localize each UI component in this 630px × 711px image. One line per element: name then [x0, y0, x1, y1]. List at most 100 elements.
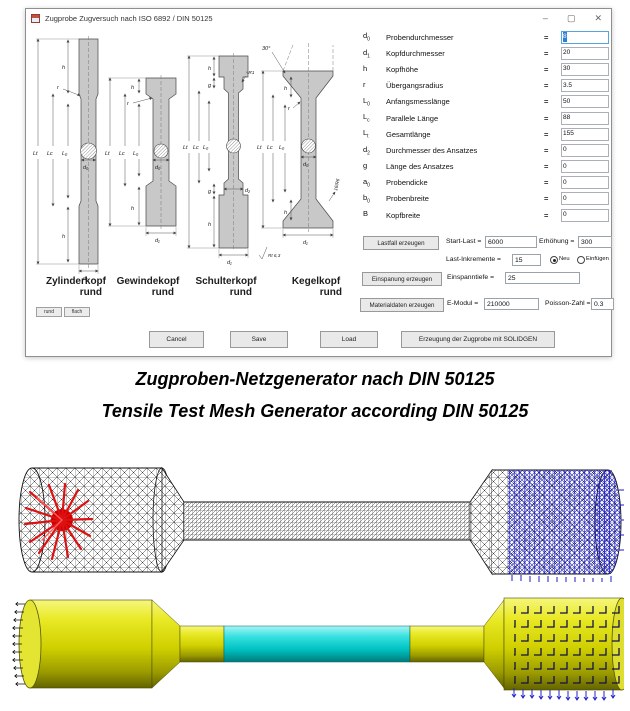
increase-input[interactable]: 300: [578, 236, 612, 248]
start-load-input[interactable]: 6000: [485, 236, 537, 248]
window-title: Zugprobe Zugversuch nach ISO 6892 / DIN …: [45, 13, 213, 23]
parameter-row: h Kopfhöhe = 30: [363, 61, 609, 77]
svg-text:Lt: Lt: [183, 145, 188, 151]
equals-sign: =: [544, 113, 549, 123]
svg-text:d₁: d₁: [227, 260, 232, 266]
equals-sign: =: [544, 48, 549, 58]
svg-text:Rt 6,3: Rt 6,3: [268, 253, 281, 258]
svg-text:g: g: [208, 189, 212, 195]
parameter-row: L0 Anfangsmesslänge = 50: [363, 94, 609, 110]
parameter-label: Durchmesser des Ansatzes: [386, 145, 478, 155]
svg-text:h: h: [208, 66, 211, 72]
parameter-symbol: Lt: [363, 128, 369, 140]
svg-text:d₁: d₁: [83, 276, 88, 282]
input-l0[interactable]: 50: [561, 95, 609, 109]
boundary-marks-blue: [508, 470, 612, 574]
create-material-button[interactable]: Materialdaten erzeugen: [360, 298, 444, 312]
input-r[interactable]: 3.5: [561, 79, 609, 93]
gauge-section-cyan: [223, 625, 411, 663]
svg-text:≈R1: ≈R1: [246, 70, 255, 75]
solid-right-head: [503, 597, 624, 701]
svg-text:r: r: [127, 101, 130, 107]
input-d2[interactable]: 0: [561, 143, 609, 157]
caption-schulterkopf: Schulterkopf rund: [195, 276, 257, 298]
parameter-list: d0 Probendurchmesser = 8 d1 Kopfdurchmes…: [363, 29, 609, 223]
generate-solidgen-button[interactable]: Erzeugung der Zugprobe mit SOLIDGEN: [401, 331, 555, 348]
increments-label: Last-Inkremente =: [446, 256, 501, 263]
clamp-depth-input[interactable]: 25: [505, 272, 580, 284]
parameter-label: Probendurchmesser: [386, 32, 454, 42]
svg-text:L₀: L₀: [203, 145, 209, 151]
equals-sign: =: [544, 178, 549, 188]
input-h[interactable]: 30: [561, 62, 609, 76]
start-load-label: Start-Last =: [446, 238, 482, 245]
parameter-label: Kopfdurchmesser: [386, 48, 445, 58]
equals-sign: =: [544, 162, 549, 172]
maximize-button[interactable]: ▢: [566, 12, 576, 23]
svg-text:d₁: d₁: [303, 240, 308, 246]
fixation-marks: [514, 604, 620, 686]
poisson-input[interactable]: 0.3: [591, 298, 614, 310]
mesh-shaft: [161, 466, 493, 576]
input-lc[interactable]: 88: [561, 111, 609, 125]
caption-zylinderkopf: Zylinderkopf rund: [45, 276, 106, 298]
bc-arrows-blue: [511, 688, 616, 701]
parameter-symbol: h: [363, 63, 368, 73]
drawing-zylinderkopf: Lt Lc L₀ h h r d₀ d₁: [33, 36, 99, 282]
parameter-symbol: b0: [363, 193, 370, 205]
cancel-button[interactable]: Cancel: [149, 331, 204, 348]
parameter-symbol: B: [363, 209, 369, 219]
clamp-depth-label: Einspanntiefe =: [447, 274, 495, 281]
parameter-row: Lc Parallele Länge = 88: [363, 110, 609, 126]
flach-button[interactable]: flach: [64, 307, 90, 317]
svg-text:Lt: Lt: [257, 145, 262, 151]
input-a0[interactable]: 0: [561, 176, 609, 190]
svg-text:h: h: [131, 206, 134, 212]
input-lt[interactable]: 155: [561, 127, 609, 141]
svg-text:Lt: Lt: [105, 151, 110, 157]
parameter-label: Länge des Ansatzes: [386, 162, 454, 172]
equals-sign: =: [544, 194, 549, 204]
svg-text:d₀: d₀: [155, 165, 161, 171]
parameter-row: B Kopfbreite = 0: [363, 207, 609, 223]
input-b0[interactable]: 0: [561, 192, 609, 206]
input-g[interactable]: 0: [561, 160, 609, 174]
increase-label: Erhöhung =: [539, 238, 575, 245]
window-controls: – ▢ ✕: [542, 12, 606, 23]
radio-einfuegen[interactable]: [577, 256, 585, 264]
parameter-row: b0 Probenbreite = 0: [363, 191, 609, 207]
input-d0[interactable]: 8: [561, 30, 609, 44]
svg-text:Lc: Lc: [193, 145, 199, 151]
svg-text:h: h: [208, 222, 211, 228]
input-B[interactable]: 0: [561, 208, 609, 222]
heading-english: Tensile Test Mesh Generator according DI…: [101, 401, 529, 421]
rund-button[interactable]: rund: [36, 307, 62, 317]
parameter-label: Parallele Länge: [386, 113, 439, 123]
create-clamping-button[interactable]: Einspanung erzeugen: [362, 272, 442, 286]
svg-text:h: h: [284, 210, 287, 216]
parameter-label: Übergangsradius: [386, 81, 444, 91]
save-button[interactable]: Save: [230, 331, 288, 348]
svg-text:g: g: [208, 83, 212, 89]
close-button[interactable]: ✕: [594, 12, 602, 23]
emodulus-label: E-Modul =: [447, 300, 479, 307]
svg-text:d₁: d₁: [155, 238, 160, 244]
input-d1[interactable]: 20: [561, 46, 609, 60]
increments-input[interactable]: 15: [512, 254, 541, 266]
load-button[interactable]: Load: [320, 331, 378, 348]
dialog-window: Zugprobe Zugversuch nach ISO 6892 / DIN …: [25, 8, 614, 357]
solid-left-head: [12, 599, 153, 689]
minimize-button[interactable]: –: [542, 12, 548, 23]
create-loadcase-button[interactable]: Lastfall erzeugen: [363, 236, 439, 250]
svg-text:Lt: Lt: [33, 151, 38, 157]
parameter-row: r Übergangsradius = 3.5: [363, 78, 609, 94]
parameter-row: a0 Probendicke = 0: [363, 175, 609, 191]
svg-text:h: h: [62, 234, 65, 240]
svg-text:r: r: [57, 85, 60, 91]
emodulus-input[interactable]: 210000: [484, 298, 539, 310]
svg-text:Lc: Lc: [119, 151, 125, 157]
title-bar: Zugprobe Zugversuch nach ISO 6892 / DIN …: [26, 9, 611, 27]
parameter-label: Kopfbreite: [386, 210, 421, 220]
equals-sign: =: [544, 145, 549, 155]
radio-neu[interactable]: [550, 256, 558, 264]
